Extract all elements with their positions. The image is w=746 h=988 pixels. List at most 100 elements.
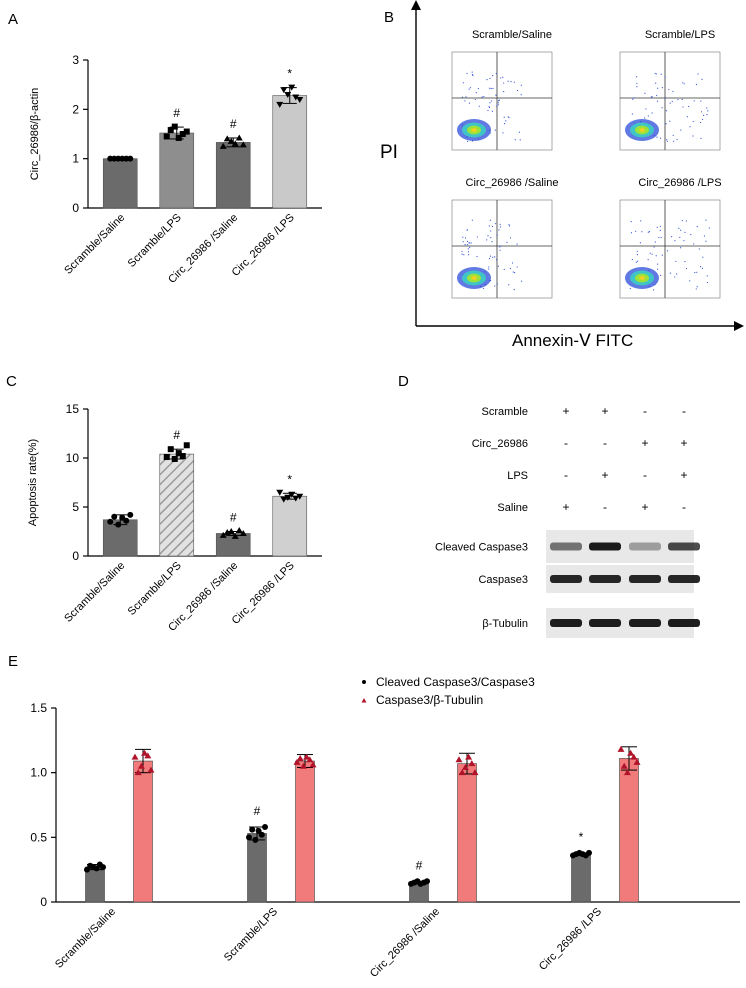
blot-band [550, 619, 582, 627]
data-point [223, 135, 231, 142]
flow-event [686, 116, 688, 118]
blot-condition-mark: + [680, 468, 687, 482]
data-point [292, 94, 300, 101]
flow-event [498, 229, 500, 231]
bar [133, 760, 153, 903]
flow-event [503, 268, 505, 271]
flow-event [468, 102, 471, 104]
flow-event [471, 71, 473, 73]
flow-event [465, 96, 467, 98]
data-point [147, 766, 155, 773]
flow-event [491, 225, 494, 228]
flow-event [661, 87, 663, 89]
flow-event [495, 94, 497, 96]
flow-event [466, 244, 469, 246]
flow-event [656, 136, 658, 138]
flow-event [636, 250, 638, 252]
flow-event [695, 83, 698, 86]
flow-event [673, 140, 675, 142]
flow-event [497, 104, 500, 106]
flow-event [674, 276, 676, 278]
western-blot-panel: Scramble + + - - Circ_26986 - - + + LPS - + - + Saline +… [435, 404, 700, 638]
flow-event [505, 120, 507, 122]
flow-event [657, 263, 659, 265]
flow-event [503, 82, 505, 84]
flow-event [701, 118, 704, 121]
flow-event [681, 98, 683, 100]
data-point [620, 762, 628, 769]
bar [619, 758, 639, 903]
flow-event [497, 100, 500, 102]
flow-event [492, 87, 494, 90]
flow-event [491, 110, 494, 112]
flow-event [511, 262, 514, 264]
blot-band [629, 575, 661, 583]
y-tick-label: 0 [72, 549, 79, 563]
flow-event [647, 231, 649, 233]
data-point [306, 756, 314, 763]
flow-event [500, 77, 502, 79]
flow-event [706, 114, 708, 116]
flow-event [499, 249, 501, 251]
blot-label: Cleaved Caspase3 [435, 542, 528, 554]
flow-event [656, 94, 658, 97]
flow-event [520, 94, 522, 96]
flow-event [494, 129, 496, 131]
flow-event [490, 236, 492, 239]
data-point [179, 453, 186, 460]
flow-event [508, 225, 511, 227]
flow-event [490, 87, 492, 90]
chart-e: 0 0.5 1.0 1.5 Scramble/Saline # Scramble/LPS # C… [30, 701, 740, 980]
flow-event [464, 100, 466, 102]
flow-event [685, 220, 687, 222]
legend-label-caspase: Caspase3/β-Tubulin [376, 693, 483, 707]
data-point [633, 758, 641, 765]
flow-event [671, 100, 673, 103]
flow-event [679, 236, 681, 238]
blot-condition-mark: + [562, 500, 569, 514]
flow-event [659, 137, 662, 139]
flow-event [475, 92, 477, 94]
y-tick-label: 5 [72, 500, 79, 514]
flow-event [516, 89, 519, 92]
flow-event [660, 73, 662, 75]
flow-plot-frame [451, 51, 553, 151]
flow-event [496, 105, 498, 107]
significance-mark: # [416, 858, 423, 872]
flow-event [683, 240, 685, 242]
bar [159, 453, 195, 557]
flow-event [701, 78, 703, 80]
data-point [107, 518, 114, 525]
y-tick-label: 10 [66, 451, 80, 465]
blot-band [668, 619, 700, 627]
flow-event [659, 225, 662, 227]
flow-event [469, 87, 472, 89]
flow-event [689, 126, 691, 128]
flow-event [489, 87, 491, 89]
flow-event [664, 76, 666, 78]
blot-condition-mark: + [562, 404, 569, 418]
y-tick-label: 1 [72, 152, 79, 166]
data-point [127, 155, 134, 162]
data-point [171, 123, 178, 130]
flow-event [700, 266, 702, 268]
flow-event [649, 252, 651, 254]
blot-condition-mark: + [641, 436, 648, 450]
data-point [461, 763, 469, 770]
flow-event [481, 96, 483, 98]
significance-mark: # [254, 804, 261, 818]
flow-event [647, 258, 649, 261]
flow-event [660, 274, 662, 276]
flow-event [508, 284, 510, 286]
blot-band [589, 575, 621, 583]
data-point [183, 442, 190, 449]
flow-event [699, 121, 702, 124]
flow-event [489, 77, 491, 79]
blot-condition-mark: + [680, 436, 687, 450]
bar [272, 95, 308, 209]
x-tick-label: Scramble/Saline [62, 560, 127, 625]
flow-event [685, 267, 688, 270]
flow-event [669, 120, 671, 122]
data-point [227, 528, 235, 534]
data-point [586, 849, 592, 856]
